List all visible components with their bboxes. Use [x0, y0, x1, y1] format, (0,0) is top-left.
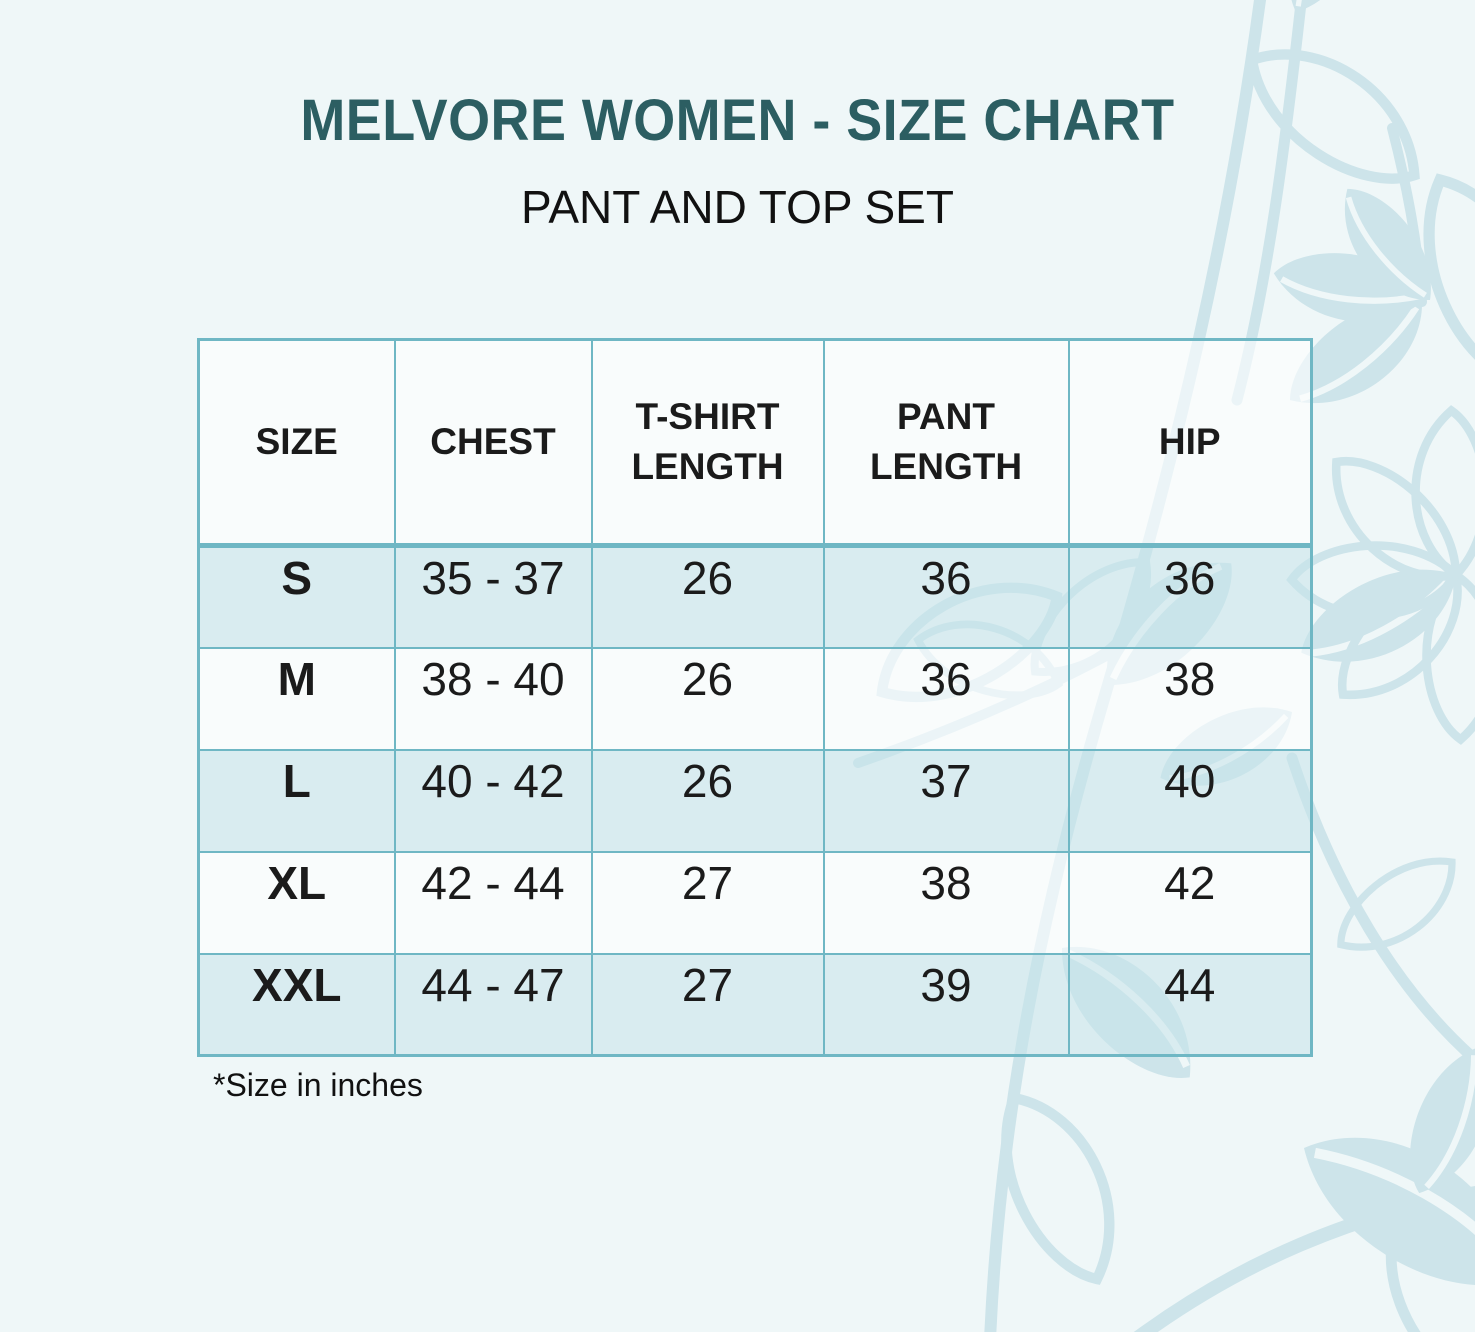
column-header-size: SIZE: [197, 338, 396, 548]
column-header-chest: CHEST: [393, 338, 593, 548]
table-row-s: S 35 - 37 26 36 36: [197, 544, 1313, 649]
pant-length-value-cell: 39: [822, 952, 1070, 1057]
table-header-row: SIZE CHEST T-SHIRT LENGTH PANT LENGTH HI…: [197, 338, 1313, 548]
chest-value-cell: 40 - 42: [393, 748, 593, 853]
column-header-hip: HIP: [1067, 338, 1313, 548]
size-chart-table: SIZE CHEST T-SHIRT LENGTH PANT LENGTH HI…: [197, 338, 1313, 1057]
chest-value-cell: 35 - 37: [393, 544, 593, 649]
page-title: MELVORE WOMEN - SIZE CHART: [300, 88, 1175, 153]
table-row-m: M 38 - 40 26 36 38: [197, 646, 1313, 751]
pant-length-value-cell: 38: [822, 850, 1070, 955]
chest-value-cell: 44 - 47: [393, 952, 593, 1057]
tshirt-length-value-cell: 26: [590, 646, 825, 751]
pant-length-value-cell: 36: [822, 544, 1070, 649]
chest-value-cell: 38 - 40: [393, 646, 593, 751]
size-label-cell: M: [197, 646, 396, 751]
table-row-xxl: XXL 44 - 47 27 39 44: [197, 952, 1313, 1057]
page-subtitle: PANT AND TOP SET: [521, 181, 954, 233]
tshirt-length-value-cell: 26: [590, 544, 825, 649]
column-header-tshirt-length: T-SHIRT LENGTH: [590, 338, 825, 548]
chest-value-cell: 42 - 44: [393, 850, 593, 955]
tshirt-length-value-cell: 27: [590, 952, 825, 1057]
pant-length-value-cell: 36: [822, 646, 1070, 751]
size-label-cell: L: [197, 748, 396, 853]
pant-length-value-cell: 37: [822, 748, 1070, 853]
size-label-cell: XL: [197, 850, 396, 955]
hip-value-cell: 42: [1067, 850, 1313, 955]
hip-value-cell: 44: [1067, 952, 1313, 1057]
hip-value-cell: 36: [1067, 544, 1313, 649]
column-header-pant-length: PANT LENGTH: [822, 338, 1070, 548]
hip-value-cell: 40: [1067, 748, 1313, 853]
table-row-l: L 40 - 42 26 37 40: [197, 748, 1313, 853]
size-unit-footnote: *Size in inches: [213, 1067, 423, 1103]
size-label-cell: XXL: [197, 952, 396, 1057]
tshirt-length-value-cell: 27: [590, 850, 825, 955]
size-label-cell: S: [197, 544, 396, 649]
table-row-xl: XL 42 - 44 27 38 42: [197, 850, 1313, 955]
hip-value-cell: 38: [1067, 646, 1313, 751]
tshirt-length-value-cell: 26: [590, 748, 825, 853]
